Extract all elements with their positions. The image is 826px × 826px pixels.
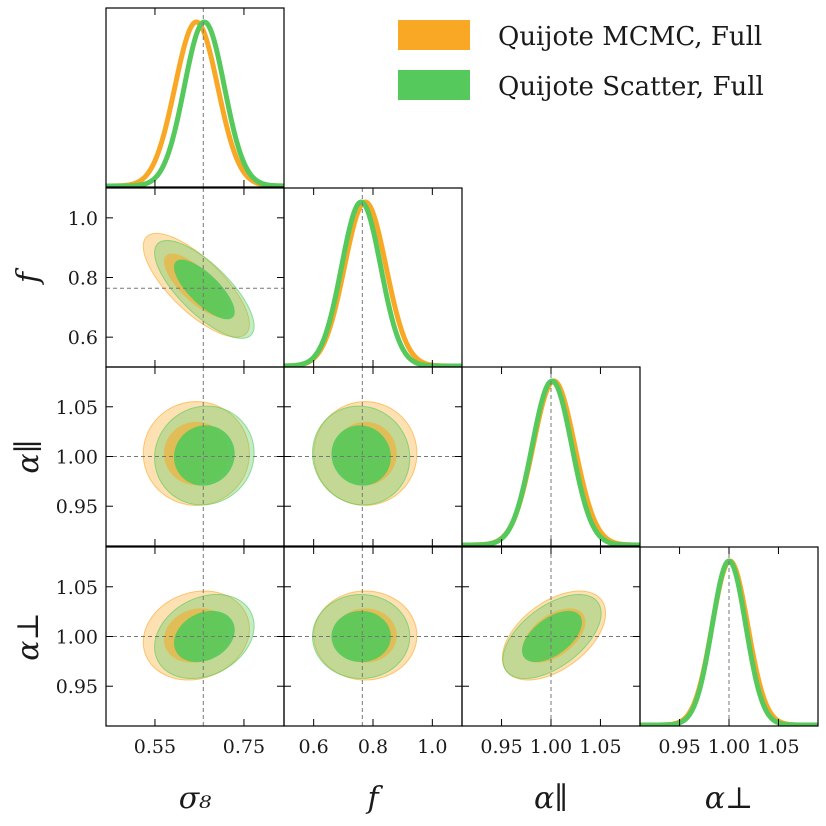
y-tick-label-apar: 0.95 (56, 496, 98, 518)
contour-68-scatter (522, 610, 582, 663)
y-axis-label-f: f (11, 267, 46, 285)
panel-s8-vs-aperp (106, 547, 284, 726)
x-tick-label-aperp: 0.95 (658, 736, 700, 758)
x-axis-label-f: f (365, 781, 383, 816)
x-tick-label-aperp: 1.00 (708, 736, 750, 758)
y-tick-label-f: 0.8 (68, 268, 98, 290)
x-tick-label-f: 1.0 (417, 736, 447, 758)
y-tick-label-apar: 1.00 (56, 447, 98, 469)
contour-68-scatter (173, 259, 235, 320)
y-tick-label-apar: 1.05 (56, 397, 98, 419)
legend-swatch-scatter (398, 70, 470, 100)
x-tick-label-f: 0.6 (299, 736, 329, 758)
x-tick-label-f: 0.8 (358, 736, 388, 758)
y-tick-label-f: 0.6 (68, 327, 98, 349)
y-tick-label-aperp: 1.05 (56, 577, 98, 599)
y-axis-label-apar: α∥ (11, 439, 46, 473)
panel-apar-vs-aperp (462, 547, 640, 726)
y-tick-label-f: 1.0 (68, 208, 98, 230)
y-axis-label-aperp: α⊥ (11, 612, 46, 660)
panel-f-vs-apar (284, 367, 462, 546)
x-tick-label-apar: 1.05 (579, 736, 621, 758)
panel-frame (461, 366, 641, 547)
panel-f-vs-aperp (284, 547, 462, 726)
x-tick-label-apar: 0.95 (480, 736, 522, 758)
contour-68-scatter (173, 425, 235, 486)
panel-marginal-aperp (640, 547, 818, 726)
panel-frame (639, 546, 819, 727)
legend-label-scatter: Quijote Scatter, Full (498, 72, 764, 102)
x-axis-label-apar: α∥ (534, 781, 568, 816)
marginal-curve-scatter (106, 19, 284, 187)
panel-s8-vs-apar (106, 367, 284, 546)
x-tick-label-s8: 0.55 (134, 736, 176, 758)
panel-marginal-s8 (106, 8, 284, 187)
panel-marginal-apar (462, 367, 640, 546)
x-axis-label-aperp: α⊥ (705, 781, 753, 816)
panel-s8-vs-f (106, 188, 284, 367)
legend-swatch-mcmc (398, 20, 470, 50)
x-tick-label-apar: 1.00 (530, 736, 572, 758)
y-tick-label-aperp: 1.00 (56, 627, 98, 649)
x-tick-label-s8: 0.75 (223, 736, 265, 758)
contour-68-scatter (331, 425, 391, 486)
x-axis-label-s8: σ₈ (179, 781, 212, 816)
panel-frame (105, 7, 285, 188)
marginal-curve-scatter (284, 199, 462, 367)
legend-label-mcmc: Quijote MCMC, Full (498, 22, 762, 52)
x-tick-label-aperp: 1.05 (757, 736, 799, 758)
panel-marginal-f (284, 188, 462, 367)
y-tick-label-aperp: 0.95 (56, 676, 98, 698)
